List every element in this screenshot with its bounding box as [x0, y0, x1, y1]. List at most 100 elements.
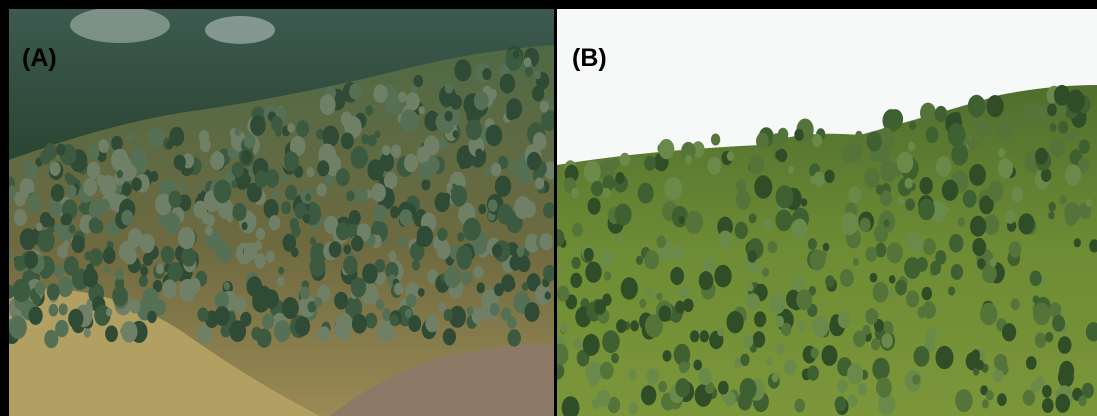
- tree: [375, 130, 381, 138]
- tree: [200, 138, 211, 152]
- tree: [735, 222, 748, 239]
- tree: [769, 293, 786, 315]
- tree: [685, 211, 703, 234]
- tree: [895, 280, 907, 295]
- tree: [374, 205, 388, 223]
- tree: [600, 362, 614, 380]
- tree: [583, 334, 600, 356]
- tree: [169, 191, 182, 208]
- tree: [727, 151, 734, 161]
- tree: [968, 137, 978, 150]
- tree: [122, 183, 132, 196]
- tree: [659, 305, 672, 321]
- tree: [1005, 210, 1016, 224]
- tree: [391, 145, 401, 158]
- tree: [14, 191, 26, 206]
- tree: [255, 170, 269, 188]
- tree: [28, 306, 42, 325]
- tree: [810, 250, 826, 271]
- tree: [412, 260, 420, 270]
- tree: [89, 248, 103, 266]
- tree: [776, 185, 794, 208]
- tree: [837, 380, 847, 393]
- tree: [1050, 137, 1065, 157]
- tree: [462, 271, 473, 285]
- tree: [167, 262, 182, 282]
- tree: [797, 321, 805, 332]
- tree: [406, 294, 416, 307]
- tree: [611, 353, 619, 363]
- tree: [599, 249, 613, 267]
- tree: [584, 248, 594, 261]
- tree: [1048, 211, 1054, 219]
- tree: [14, 209, 27, 226]
- tree: [140, 234, 155, 253]
- tree: [986, 390, 994, 400]
- tree: [404, 154, 418, 172]
- tree: [540, 233, 553, 250]
- tree: [707, 157, 721, 175]
- tree: [399, 209, 412, 226]
- tree: [636, 256, 643, 265]
- tree: [971, 349, 980, 361]
- tree: [233, 203, 247, 221]
- tree: [130, 147, 146, 168]
- photo-a: [4, 7, 559, 416]
- tree: [474, 91, 489, 110]
- tree: [349, 83, 362, 99]
- tree: [942, 180, 958, 201]
- tree: [115, 138, 123, 148]
- tree: [88, 145, 100, 160]
- tree: [912, 374, 920, 385]
- tree: [424, 136, 440, 156]
- tree: [647, 368, 660, 384]
- tree: [390, 314, 399, 326]
- tree: [277, 277, 284, 287]
- tree: [509, 255, 521, 271]
- tree: [456, 245, 472, 266]
- tree: [250, 115, 266, 135]
- tree: [1042, 398, 1054, 413]
- tree: [105, 325, 118, 342]
- tree: [524, 57, 532, 67]
- tree: [848, 395, 858, 408]
- tree: [736, 190, 751, 209]
- tree: [497, 204, 513, 225]
- tree: [454, 59, 471, 81]
- tree: [227, 214, 233, 222]
- tree: [343, 256, 358, 275]
- tree: [1059, 361, 1074, 381]
- tree: [685, 155, 692, 164]
- tree: [766, 358, 772, 366]
- tree: [341, 133, 354, 150]
- tree: [812, 134, 822, 147]
- tree: [617, 234, 624, 243]
- tree: [181, 247, 196, 266]
- tree: [517, 246, 525, 256]
- tree: [63, 240, 69, 248]
- tree: [20, 228, 37, 250]
- tree: [518, 168, 531, 185]
- tree: [463, 218, 481, 241]
- tree: [372, 221, 383, 235]
- tree: [897, 196, 904, 205]
- tree: [112, 286, 128, 306]
- tree: [656, 236, 666, 249]
- tree: [1011, 187, 1022, 202]
- tree: [838, 312, 851, 328]
- tree: [336, 222, 350, 240]
- tree: [994, 354, 1007, 371]
- tree: [988, 181, 1004, 201]
- tree: [446, 183, 452, 191]
- tree: [231, 180, 237, 188]
- tree: [163, 213, 180, 235]
- tree: [104, 266, 110, 274]
- tree: [23, 161, 37, 179]
- tree: [591, 181, 603, 197]
- tree: [390, 206, 399, 218]
- tree: [443, 328, 456, 345]
- tree: [756, 133, 769, 150]
- tree: [572, 223, 583, 237]
- tree: [382, 145, 390, 156]
- tree: [148, 128, 164, 149]
